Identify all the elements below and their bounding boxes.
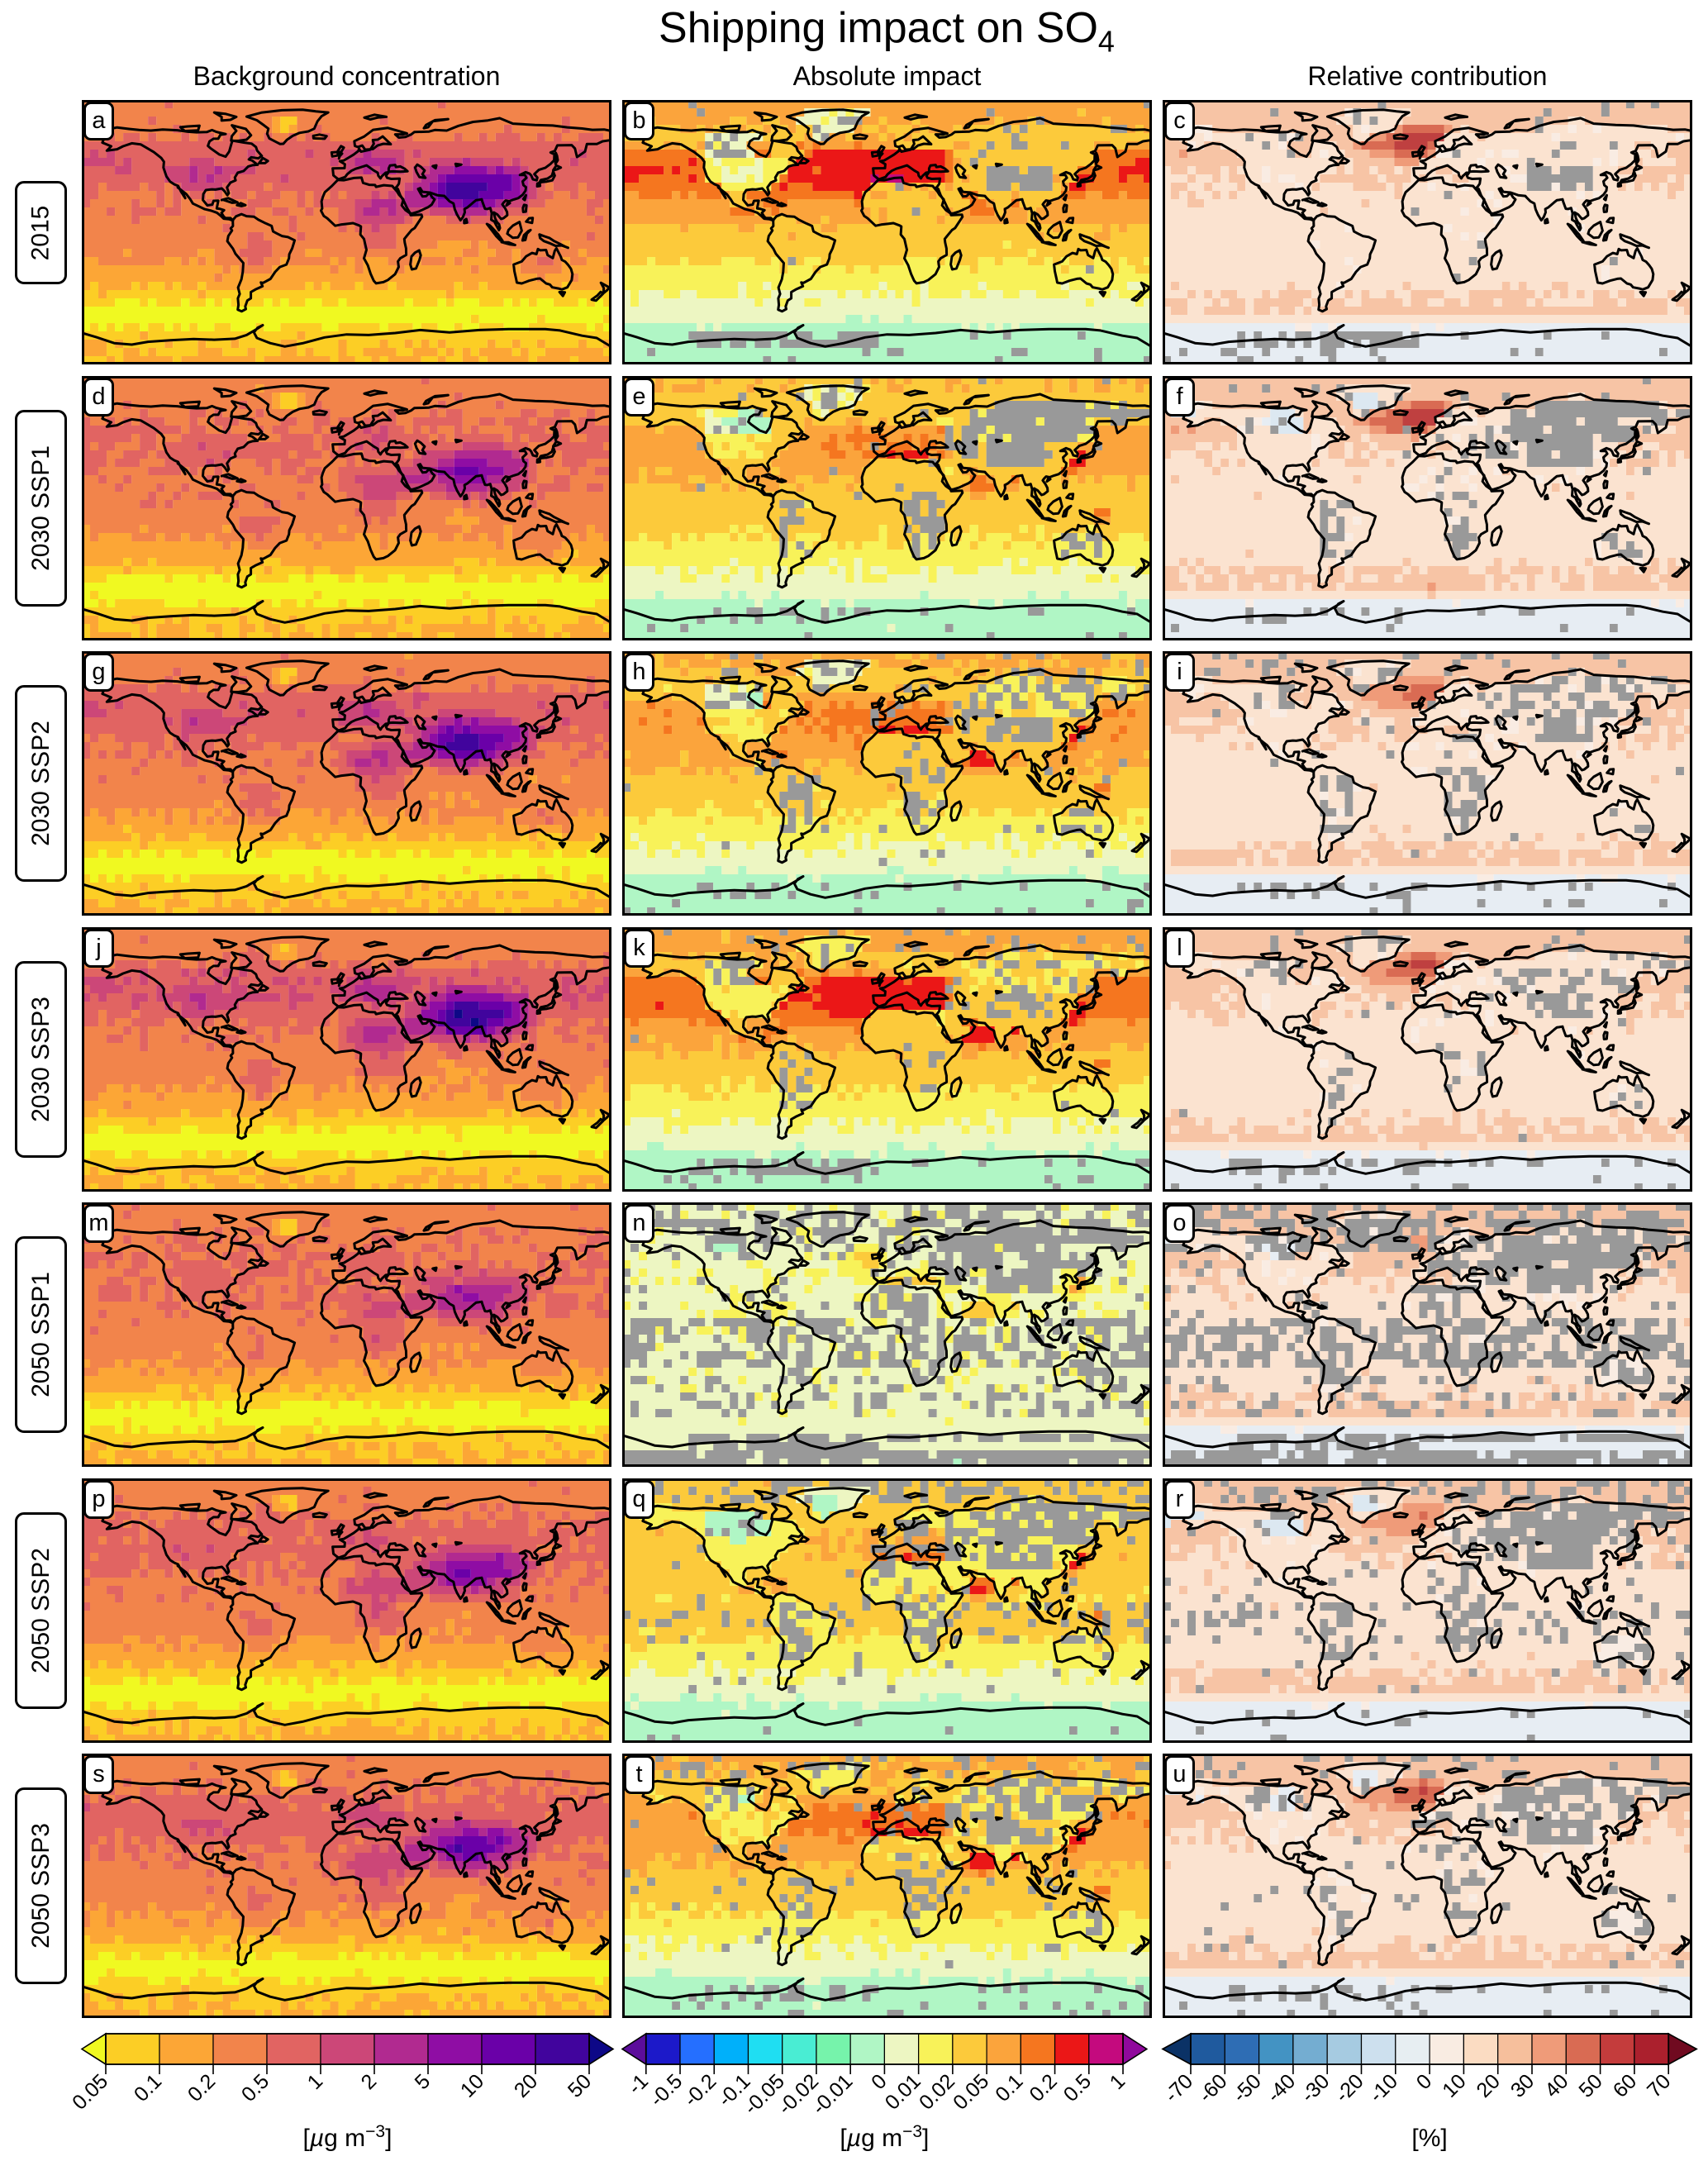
svg-text:-0.2: -0.2: [679, 2069, 721, 2111]
svg-text:30: 30: [1506, 2069, 1539, 2101]
svg-text:0.2: 0.2: [183, 2069, 220, 2106]
svg-text:20: 20: [1472, 2069, 1504, 2101]
svg-text:0: 0: [1412, 2069, 1437, 2094]
svg-text:70: 70: [1643, 2069, 1675, 2101]
svg-text:0.02: 0.02: [915, 2069, 959, 2114]
svg-text:0.1: 0.1: [991, 2069, 1027, 2106]
svg-text:0.01: 0.01: [881, 2069, 925, 2114]
svg-text:20: 20: [510, 2069, 542, 2101]
svg-text:-70: -70: [1160, 2069, 1197, 2106]
svg-text:50: 50: [1574, 2069, 1606, 2101]
svg-text:-30: -30: [1296, 2069, 1334, 2106]
svg-text:2: 2: [357, 2069, 382, 2094]
svg-text:0.2: 0.2: [1025, 2069, 1061, 2106]
svg-text:-50: -50: [1228, 2069, 1265, 2106]
svg-text:-0.01: -0.01: [807, 2069, 857, 2119]
svg-text:10: 10: [456, 2069, 488, 2101]
svg-text:[%]: [%]: [1411, 2125, 1447, 2152]
svg-text:0.05: 0.05: [68, 2069, 112, 2114]
svg-text:40: 40: [1540, 2069, 1572, 2101]
svg-text:-20: -20: [1330, 2069, 1368, 2106]
svg-text:1: 1: [303, 2069, 328, 2094]
svg-text:0.1: 0.1: [130, 2069, 166, 2106]
svg-text:-40: -40: [1263, 2069, 1300, 2106]
svg-text:10: 10: [1438, 2069, 1470, 2101]
svg-text:5: 5: [411, 2069, 435, 2094]
svg-text:1: 1: [1106, 2069, 1130, 2094]
svg-text:-0.5: -0.5: [645, 2069, 687, 2111]
svg-text:50: 50: [564, 2069, 596, 2101]
svg-text:-60: -60: [1194, 2069, 1231, 2106]
svg-text:[µg m−3]: [µg m−3]: [840, 2122, 929, 2153]
svg-text:-10: -10: [1365, 2069, 1402, 2106]
svg-text:0.5: 0.5: [1059, 2069, 1096, 2106]
svg-text:[µg m−3]: [µg m−3]: [303, 2122, 393, 2153]
svg-text:60: 60: [1609, 2069, 1641, 2101]
svg-text:0.05: 0.05: [949, 2069, 993, 2114]
svg-text:0.5: 0.5: [237, 2069, 274, 2106]
